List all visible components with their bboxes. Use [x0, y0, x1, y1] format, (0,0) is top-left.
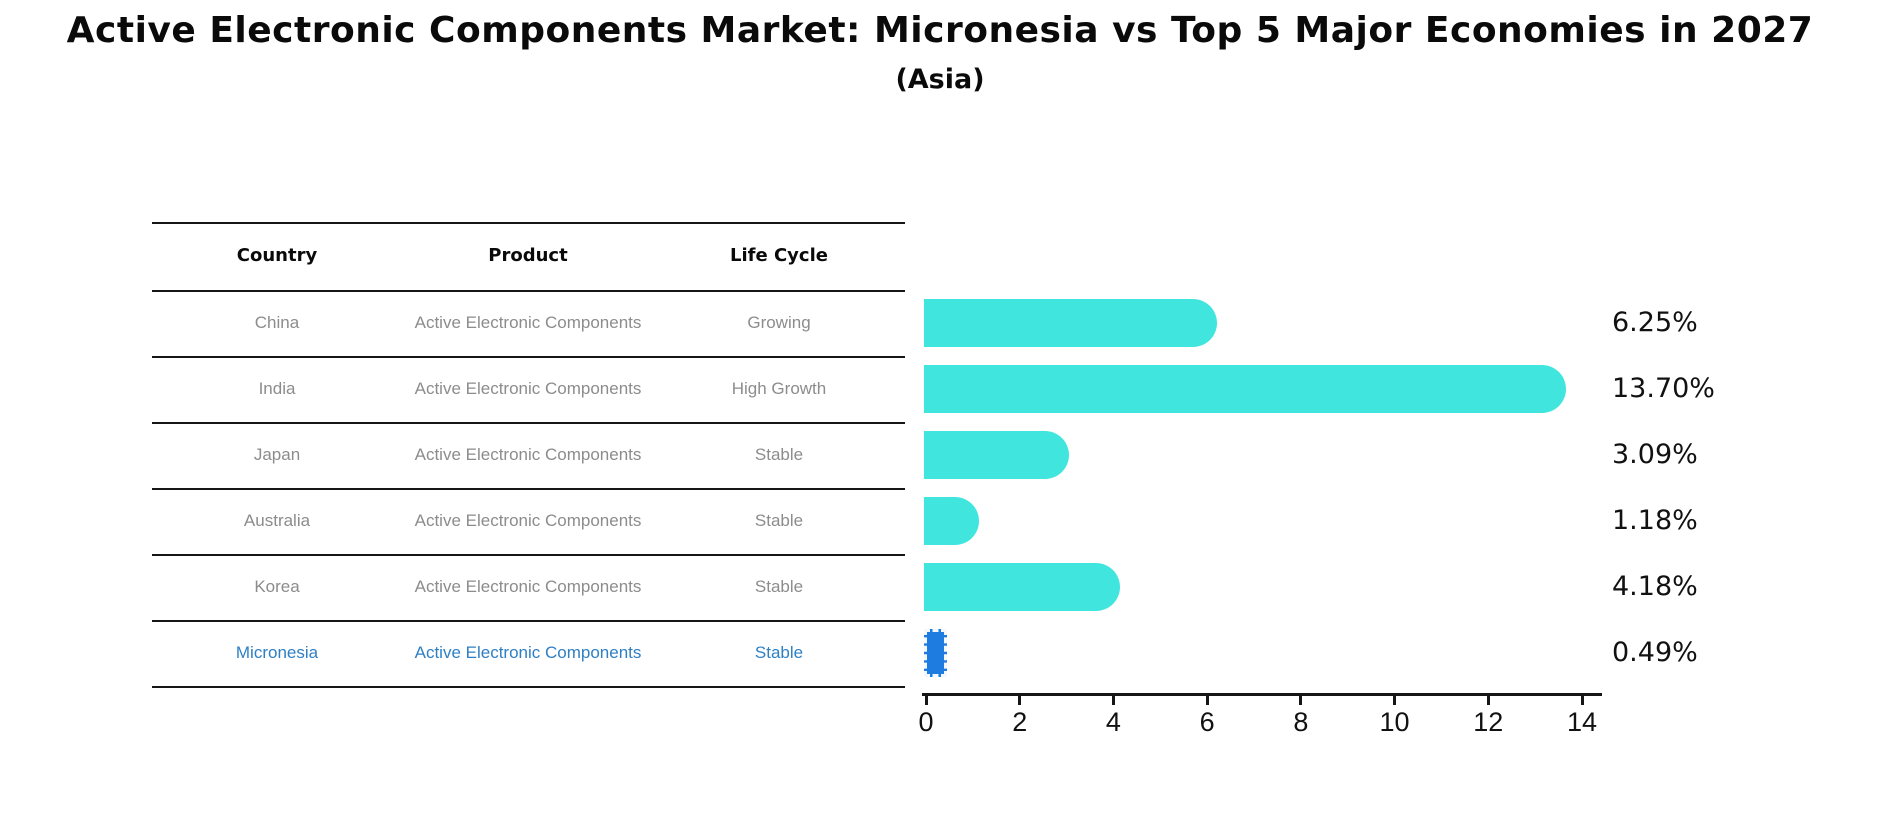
x-tick-label: 6	[1199, 707, 1215, 737]
cell-country: Micronesia	[235, 643, 319, 662]
cell-lifecycle: Stable	[754, 511, 804, 530]
x-tick-mark	[1018, 696, 1022, 705]
table-horizontal-line	[152, 356, 905, 358]
x-tick-label: 12	[1473, 707, 1504, 737]
x-tick-mark	[924, 696, 928, 705]
bar-korea	[924, 563, 1120, 611]
x-tick-label: 14	[1566, 707, 1598, 737]
bar-micronesia	[924, 629, 947, 677]
table-horizontal-line	[152, 222, 905, 224]
column-header-country: Country	[236, 245, 318, 266]
x-tick-mark	[1299, 696, 1303, 705]
cell-lifecycle: Stable	[754, 445, 804, 464]
value-label-china: 6.25%	[1612, 307, 1698, 338]
table-horizontal-line	[152, 686, 905, 688]
x-tick-mark	[1580, 696, 1584, 705]
x-tick-label: 2	[1012, 707, 1028, 737]
cell-country: India	[258, 379, 296, 398]
cell-lifecycle: Stable	[754, 643, 804, 662]
x-tick-mark	[1486, 696, 1490, 705]
value-label-korea: 4.18%	[1612, 571, 1698, 602]
bar-india	[924, 365, 1566, 413]
table-horizontal-line	[152, 554, 905, 556]
value-label-japan: 3.09%	[1612, 439, 1698, 470]
cell-country: Japan	[253, 445, 301, 464]
cell-product: Active Electronic Components	[414, 643, 642, 662]
value-label-micronesia: 0.49%	[1612, 637, 1698, 668]
value-label-australia: 1.18%	[1612, 505, 1698, 536]
cell-lifecycle: Stable	[754, 577, 804, 596]
cell-product: Active Electronic Components	[414, 379, 642, 398]
cell-product: Active Electronic Components	[414, 511, 642, 530]
x-tick-mark	[1111, 696, 1115, 705]
page-subtitle: (Asia)	[895, 64, 985, 95]
x-tick-label: 4	[1105, 707, 1121, 737]
cell-product: Active Electronic Components	[414, 313, 642, 332]
table-horizontal-line	[152, 488, 905, 490]
value-label-india: 13.70%	[1612, 373, 1715, 404]
table-horizontal-line	[152, 620, 905, 622]
column-header-lifecycle: Life Cycle	[730, 245, 828, 266]
cell-product: Active Electronic Components	[414, 445, 642, 464]
x-tick-label: 0	[918, 707, 934, 737]
page-title: Active Electronic Components Market: Mic…	[66, 10, 1814, 51]
table-horizontal-line	[152, 290, 905, 292]
bar-australia	[924, 497, 979, 545]
table-horizontal-line	[152, 422, 905, 424]
cell-country: Australia	[243, 511, 311, 530]
bar-japan	[924, 431, 1069, 479]
column-header-product: Product	[488, 245, 568, 266]
cell-lifecycle: High Growth	[731, 379, 827, 398]
cell-country: China	[254, 313, 300, 332]
x-tick-label: 8	[1293, 707, 1309, 737]
cell-lifecycle: Growing	[747, 313, 811, 332]
bar-china	[924, 299, 1217, 347]
x-tick-mark	[1393, 696, 1397, 705]
x-axis-line	[922, 693, 1602, 696]
cell-country: Korea	[254, 577, 300, 596]
x-tick-mark	[1205, 696, 1209, 705]
x-tick-label: 10	[1379, 707, 1410, 737]
cell-product: Active Electronic Components	[414, 577, 642, 596]
